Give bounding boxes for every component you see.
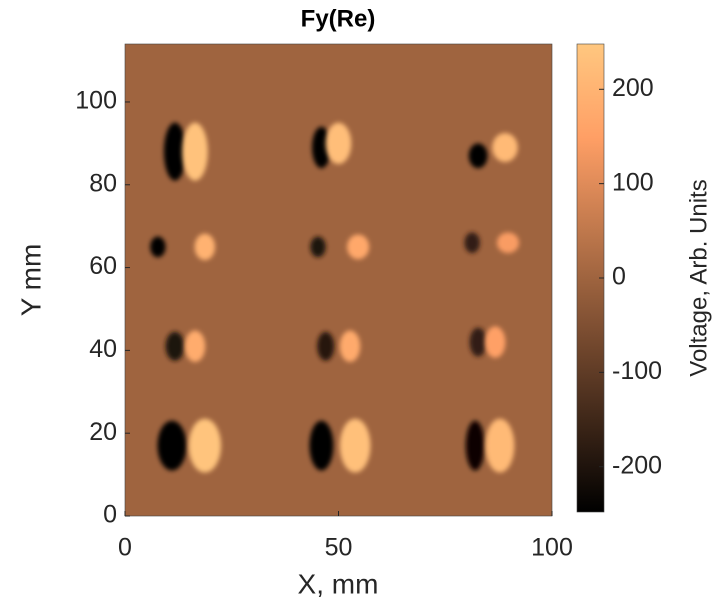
x-axis-label: X, mm bbox=[298, 568, 379, 599]
y-tick-label: 80 bbox=[89, 169, 117, 197]
heatmap-feature bbox=[189, 419, 221, 473]
heatmap-feature bbox=[182, 123, 208, 181]
heatmap-feature bbox=[466, 421, 485, 471]
heatmap-feature bbox=[326, 123, 352, 164]
x-tick-label: 50 bbox=[325, 534, 353, 562]
heatmap-feature bbox=[347, 234, 369, 259]
x-tick-label: 100 bbox=[531, 534, 573, 562]
heatmap-feature bbox=[492, 133, 518, 162]
y-tick-label: 40 bbox=[89, 335, 117, 363]
heatmap-feature bbox=[310, 237, 325, 258]
heatmap-feature bbox=[470, 328, 487, 357]
heatmap-feature bbox=[150, 237, 165, 258]
colorbar-tick-label: -100 bbox=[612, 357, 662, 385]
colorbar-tick-label: 0 bbox=[612, 263, 626, 291]
y-tick-label: 60 bbox=[89, 252, 117, 280]
colorbar-tick-label: -200 bbox=[612, 451, 662, 479]
colorbar-label: Voltage, Arb. Units bbox=[685, 179, 712, 376]
chart-title: Fy(Re) bbox=[301, 5, 376, 32]
heatmap-feature bbox=[485, 419, 514, 473]
y-tick-label: 100 bbox=[75, 87, 117, 115]
heatmap-feature bbox=[464, 232, 479, 253]
heatmap-feature bbox=[185, 331, 205, 362]
heatmap-feature bbox=[485, 326, 505, 357]
heatmap-feature bbox=[469, 143, 488, 168]
heatmap-feature bbox=[195, 234, 215, 260]
colorbar-tick-label: 100 bbox=[612, 168, 654, 196]
heatmap-feature bbox=[157, 421, 186, 471]
heatmap-feature bbox=[340, 419, 371, 473]
heatmap-feature bbox=[497, 232, 519, 253]
y-axis-label: Y mm bbox=[15, 244, 46, 317]
heatmap-feature bbox=[166, 332, 185, 361]
colorbar-tick-label: 200 bbox=[612, 74, 654, 102]
heatmap-feature bbox=[340, 331, 360, 362]
x-tick-label: 0 bbox=[118, 534, 132, 562]
heatmap-feature bbox=[317, 332, 334, 361]
y-tick-label: 0 bbox=[103, 501, 117, 529]
y-tick-label: 20 bbox=[89, 418, 117, 446]
heatmap-area bbox=[125, 44, 552, 516]
heatmap-feature bbox=[309, 421, 333, 471]
chart: Fy(Re) X, mm Y mm Voltage, Arb. Units 0 5… bbox=[0, 0, 717, 608]
